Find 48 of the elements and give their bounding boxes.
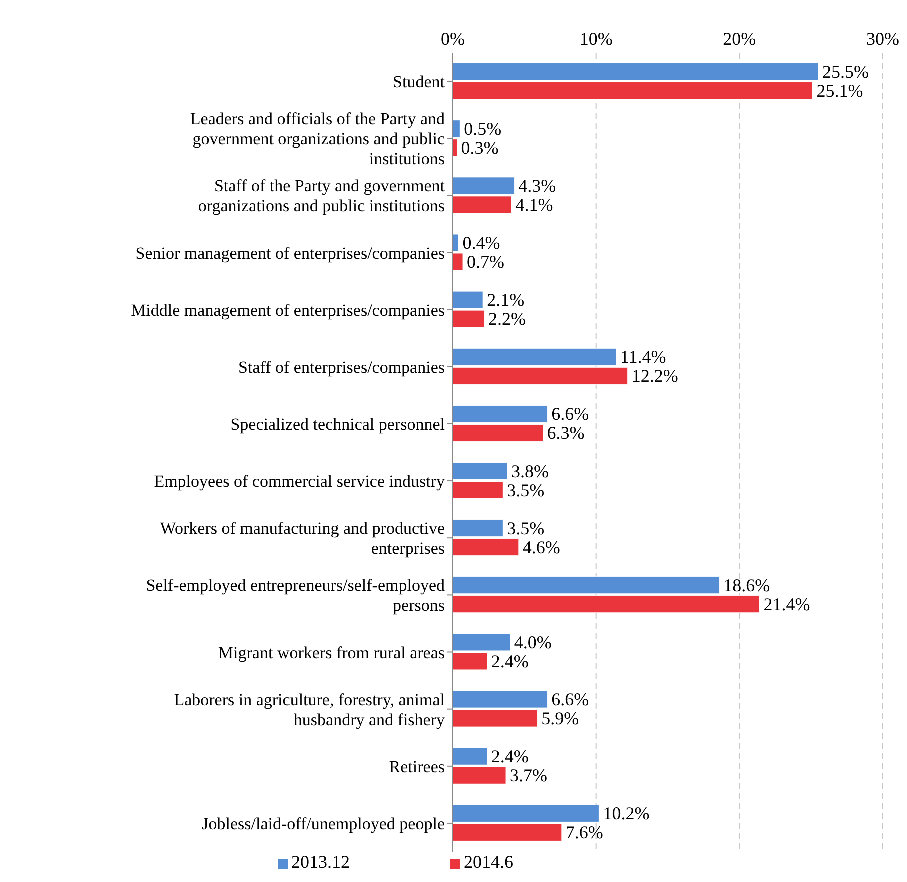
y-tick-label: Staff of enterprises/companies [238,357,445,376]
y-tick-label: Specialized technical personnel [230,414,446,434]
data-label: 3.5% [507,480,545,500]
y-tick-label: Self-employed entrepreneurs/self-employed persons [146,576,446,615]
data-label: 0.3% [461,138,499,158]
x-tick-label: 30% [866,29,900,49]
data-label: 0.4% [462,232,500,253]
y-tick-label: Workers of manufacturing and productive enterprises [160,518,445,558]
y-tick-label: Jobless/laid-off/unemployed people [202,814,445,833]
y-tick-label: Middle management of enterprises/companies [131,300,445,320]
y-tick-label: Staff of the Party and government organizations and public institutions [198,176,446,216]
data-label: 2.4% [491,746,529,767]
data-label: 3.7% [510,766,548,786]
data-label: 6.3% [547,423,585,444]
data-label: 5.9% [542,708,580,729]
data-label: 3.8% [511,461,549,482]
y-tick-label: Employees of commercial service industry [154,472,446,491]
data-label: 6.6% [552,690,590,710]
y-tick-label: Senior management of enterprises/companies [136,243,445,262]
data-label: 6.6% [552,404,590,424]
y-tick-label: Leaders and officials of the Party and government organizations and public institutions [190,109,446,168]
data-label: 4.1% [516,194,554,215]
data-label: 18.6% [724,575,770,596]
x-tick-label: 10% [580,29,613,49]
legend-label: 2013.12 [292,852,350,872]
data-label: 21.4% [764,594,810,614]
data-label: 4.3% [518,176,556,196]
y-tick-label: Migrant workers from rural areas [218,642,445,662]
data-label: 0.5% [464,118,502,139]
data-label: 3.5% [507,518,545,538]
data-label: 12.2% [632,366,678,386]
data-label: 4.0% [514,632,552,652]
legend-label: 2014.6 [464,852,514,872]
data-label: 0.7% [467,252,505,272]
data-label: 4.6% [522,537,560,558]
data-label: 2.1% [487,290,525,310]
x-tick-label: 0% [441,29,465,49]
y-tick-label: Student [393,72,446,92]
data-label: 2.2% [488,309,526,330]
data-label: 2.4% [491,651,529,672]
y-tick-label: Retirees [389,756,445,776]
x-tick-label: 20% [723,29,756,49]
y-tick-label: Laborers in agriculture, forestry, animal husbandry and fishery [174,690,446,729]
data-label: 11.4% [620,347,666,368]
data-label: 7.6% [566,822,604,843]
data-label: 25.1% [816,80,864,101]
data-label: 10.2% [603,804,650,824]
data-label: 25.5% [822,62,869,82]
